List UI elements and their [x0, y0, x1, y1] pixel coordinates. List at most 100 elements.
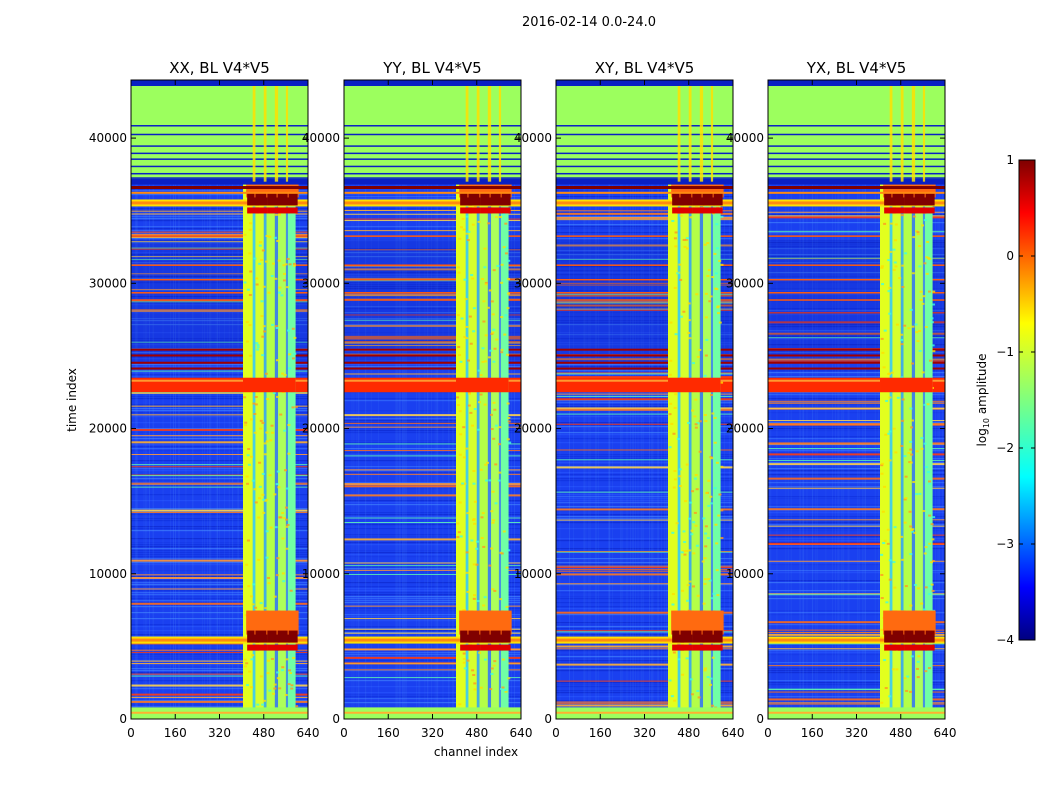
flag-edge [131, 191, 308, 194]
bright-speckle [709, 683, 713, 686]
noise-row [131, 664, 308, 666]
bright-speckle [893, 261, 897, 264]
bright-speckle [458, 354, 462, 357]
bright-speckle [500, 351, 504, 354]
noise-row [131, 556, 308, 558]
bright-speckle [900, 338, 904, 341]
noise-column [146, 80, 148, 719]
flag-column [465, 80, 469, 182]
bright-speckle [928, 542, 932, 545]
rfi-stripe [556, 219, 733, 221]
noise-row [556, 438, 733, 440]
rfi-stripe [556, 645, 733, 648]
event-blob-peak [692, 193, 705, 206]
flag-gap [131, 152, 308, 155]
rfi-stripe [131, 231, 308, 233]
bright-speckle [246, 454, 250, 457]
bright-speckle [888, 459, 892, 462]
noise-row [344, 528, 521, 530]
noise-row [131, 340, 308, 342]
bright-speckle [673, 237, 677, 240]
bright-speckle [507, 259, 511, 262]
bright-speckle [507, 292, 511, 295]
bright-speckle [492, 437, 496, 440]
bright-speckle [888, 578, 892, 581]
noise-row [768, 282, 945, 284]
bright-speckle [490, 667, 494, 670]
flag-column [677, 80, 681, 182]
bright-speckle [489, 349, 493, 352]
noise-row [556, 660, 733, 662]
bright-speckle [285, 658, 289, 661]
noise-row [344, 632, 521, 634]
noise-row [344, 592, 521, 594]
bright-speckle [261, 421, 265, 424]
bright-speckle [880, 628, 884, 631]
noise-column [398, 80, 400, 719]
bright-speckle [499, 598, 503, 601]
noise-row [131, 508, 308, 510]
rfi-stripe [344, 455, 521, 457]
bright-speckle [908, 510, 912, 513]
noise-column [172, 80, 174, 719]
noise-row [344, 586, 521, 588]
bright-speckle [910, 655, 914, 658]
bright-speckle [268, 474, 272, 477]
bright-speckle [885, 601, 889, 604]
heatmap-image [131, 80, 308, 719]
bright-speckle [489, 413, 493, 416]
bright-speckle [479, 468, 483, 471]
bright-speckle [928, 257, 932, 260]
bright-speckle [484, 334, 488, 337]
bright-speckle [718, 493, 722, 496]
bright-speckle [484, 283, 488, 286]
bright-speckle [498, 471, 502, 474]
noise-row [344, 524, 521, 526]
bright-speckle [483, 596, 487, 599]
noise-row [768, 338, 945, 340]
flag-gap [131, 125, 308, 127]
bright-speckle [705, 338, 709, 341]
bright-speckle [711, 656, 715, 659]
bright-speckle [290, 684, 294, 687]
noise-row [344, 196, 521, 198]
noise-row [556, 252, 733, 254]
rfi-stripe [556, 308, 733, 310]
rfi-stripe [344, 469, 521, 471]
bright-speckle [668, 413, 672, 416]
bright-speckle [472, 330, 476, 333]
panel-title: YX, BL V4*V5 [806, 59, 907, 77]
bright-speckle [271, 262, 275, 265]
noise-row [344, 430, 521, 432]
bright-speckle [258, 461, 262, 464]
noise-row [131, 656, 308, 658]
rfi-stripe [131, 454, 308, 456]
noise-row [131, 520, 308, 522]
hot-line [768, 367, 945, 370]
noise-row [131, 278, 308, 280]
bright-speckle [691, 362, 695, 365]
bright-speckle [714, 287, 718, 290]
rfi-stripe [556, 663, 733, 666]
bright-speckle [702, 517, 706, 520]
noise-column [452, 80, 453, 719]
bright-speckle [471, 669, 475, 672]
noise-row [344, 400, 521, 402]
noise-row [556, 224, 733, 226]
rfi-stripe [556, 293, 733, 295]
bright-subcolumn [688, 80, 692, 719]
bright-speckle [932, 350, 936, 353]
noise-row [768, 582, 945, 584]
bright-speckle [904, 585, 908, 588]
noise-row [131, 304, 308, 306]
rfi-stripe [768, 448, 945, 450]
noise-row [556, 558, 733, 560]
rfi-stripe [768, 621, 945, 624]
bright-speckle [262, 511, 266, 514]
noise-column [770, 80, 772, 719]
bright-speckle [692, 552, 696, 555]
bright-speckle [498, 443, 502, 446]
noise-row [556, 500, 733, 502]
rfi-stripe [768, 487, 945, 489]
noise-row [131, 356, 308, 358]
